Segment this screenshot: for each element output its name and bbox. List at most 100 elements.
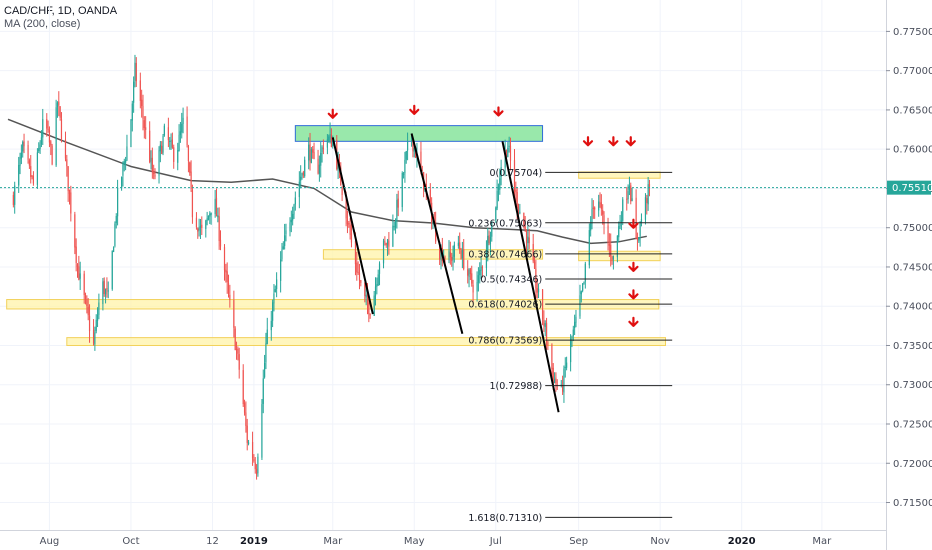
candle-body <box>547 342 549 346</box>
price-tick-label: 0.73000 <box>893 380 932 391</box>
candle-body <box>497 188 500 190</box>
candle-body <box>410 139 413 141</box>
price-tick-label: 0.74500 <box>893 262 932 273</box>
candle-body <box>560 384 562 386</box>
fib-level-label: 0.618(0.74026) <box>468 300 542 311</box>
candle-body <box>368 302 370 314</box>
candle-body <box>261 404 263 458</box>
candle-body <box>322 147 324 150</box>
candle-body <box>598 201 600 211</box>
candle-body <box>142 106 144 119</box>
candle-body <box>262 378 264 404</box>
candle-body <box>227 283 230 294</box>
candle-body <box>584 263 586 282</box>
candle-body <box>187 146 190 162</box>
grid <box>0 0 886 530</box>
price-tick-label: 0.76500 <box>893 105 932 116</box>
candle-body <box>149 130 151 163</box>
candle-body <box>182 117 184 124</box>
candle-body <box>173 147 175 162</box>
candle-body <box>131 103 133 121</box>
candle-body <box>572 329 574 337</box>
candle-body <box>429 189 431 203</box>
candle-body <box>467 269 469 276</box>
candle-body <box>40 137 43 145</box>
candle-body <box>401 173 403 208</box>
candle-body <box>312 149 314 153</box>
candle-body <box>115 216 117 224</box>
candle-body <box>360 280 362 283</box>
candle-body <box>579 295 581 317</box>
candle-body <box>636 238 639 240</box>
candle-body <box>313 151 315 160</box>
candle-body <box>112 247 115 252</box>
candle-body <box>402 173 405 175</box>
arrows <box>327 104 639 327</box>
down-arrow-icon <box>625 136 636 147</box>
candle-body <box>564 367 566 369</box>
candle-body <box>386 239 389 245</box>
candle-body <box>345 195 347 219</box>
candle-body <box>472 284 474 293</box>
candle-body <box>463 249 465 269</box>
candle-body <box>461 249 463 259</box>
candle-body <box>616 235 618 258</box>
candle-body <box>620 220 623 222</box>
candle-body <box>330 134 333 148</box>
candle-body <box>12 194 14 205</box>
candle-body <box>253 458 255 462</box>
candle-body <box>179 131 182 136</box>
candle-body <box>328 136 330 141</box>
candle-body <box>229 294 231 300</box>
candle-body <box>60 119 63 140</box>
candle-body <box>254 462 256 470</box>
candle-body <box>235 349 238 351</box>
candle-body <box>161 145 163 154</box>
candle-body <box>421 170 423 172</box>
candle-body <box>126 146 128 161</box>
candle-body <box>135 62 137 82</box>
candle-body <box>294 197 296 205</box>
candle-body <box>519 211 521 214</box>
candle-body <box>397 198 399 208</box>
candle-body <box>570 338 572 363</box>
candle-body <box>251 441 254 459</box>
trend-lines <box>331 133 560 413</box>
candle-body <box>289 222 291 232</box>
candle-body <box>476 282 478 292</box>
candle-body <box>198 227 200 231</box>
candle-body <box>638 237 640 241</box>
candle-body <box>487 235 489 252</box>
candle-body <box>66 159 68 167</box>
candle-body <box>123 161 125 165</box>
candle-body <box>75 246 77 263</box>
candle-body <box>151 157 153 173</box>
candle-body <box>219 239 222 247</box>
indicator-legend: MA (200, close) <box>4 18 81 30</box>
candle-body <box>265 343 267 363</box>
candle-body <box>79 273 81 279</box>
candle-body <box>348 223 350 225</box>
trend-line <box>501 141 560 413</box>
candle-body <box>209 213 211 217</box>
candle-body <box>98 302 100 315</box>
candle-body <box>139 80 141 101</box>
candle-body <box>481 266 484 268</box>
candle-body <box>47 128 49 130</box>
candle-body <box>58 101 60 106</box>
candle-body <box>145 127 147 130</box>
down-arrow-icon <box>628 316 639 327</box>
candle-body <box>440 249 442 260</box>
candle-body <box>369 314 371 316</box>
candle-body <box>544 323 546 327</box>
candle-body <box>555 377 557 384</box>
candle-body <box>477 275 480 283</box>
candle-body <box>541 289 544 320</box>
candle-body <box>378 263 381 274</box>
down-arrow-icon <box>628 289 639 300</box>
candle-body <box>84 295 87 300</box>
candle-body <box>245 412 247 426</box>
candle-body <box>552 367 554 384</box>
candle-body <box>563 368 565 393</box>
